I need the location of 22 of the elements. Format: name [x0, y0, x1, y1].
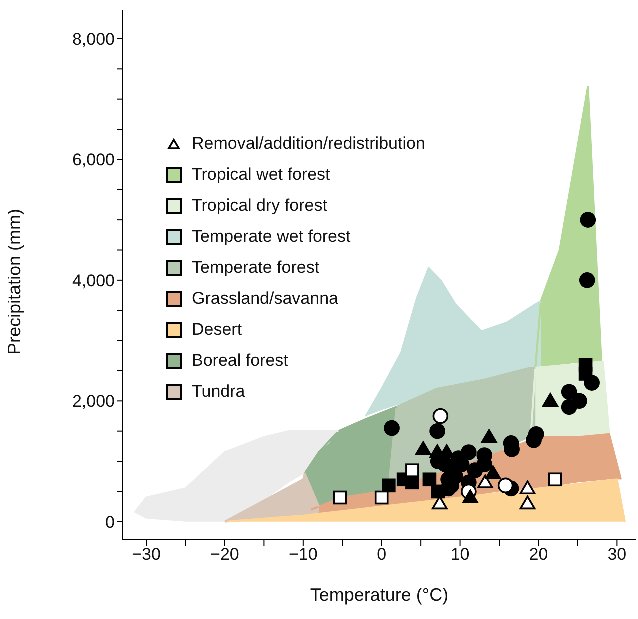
- legend-label: Desert: [192, 320, 242, 340]
- legend-label: Tropical wet forest: [192, 164, 330, 184]
- x-tick-label: 0: [377, 545, 387, 564]
- legend-label: Tropical dry forest: [192, 196, 328, 216]
- x-tick-label: 30: [608, 545, 627, 564]
- x-tick-label: −30: [132, 545, 161, 564]
- y-tick-label: 6,000: [72, 150, 115, 170]
- y-tick-label: 8,000: [72, 30, 115, 50]
- legend-label: Removal/addition/redistribution: [192, 134, 426, 154]
- legend-label: Temperate forest: [192, 258, 320, 278]
- y-tick-label: 2,000: [72, 392, 115, 412]
- x-tick-label: −10: [288, 545, 318, 564]
- legend-label: Tundra: [192, 382, 246, 402]
- y-tick-label: 0: [106, 512, 115, 532]
- x-tick-label: −20: [210, 545, 240, 564]
- x-axis-title: Temperature (°C): [310, 585, 449, 605]
- y-tick-label: 4,000: [72, 271, 115, 290]
- legend-label: Grassland/savanna: [192, 288, 338, 308]
- x-tick-label: 20: [529, 545, 548, 564]
- legend-label: Boreal forest: [192, 350, 288, 370]
- legend-label: Temperate wet forest: [192, 226, 351, 246]
- x-tick-label: 10: [450, 545, 470, 564]
